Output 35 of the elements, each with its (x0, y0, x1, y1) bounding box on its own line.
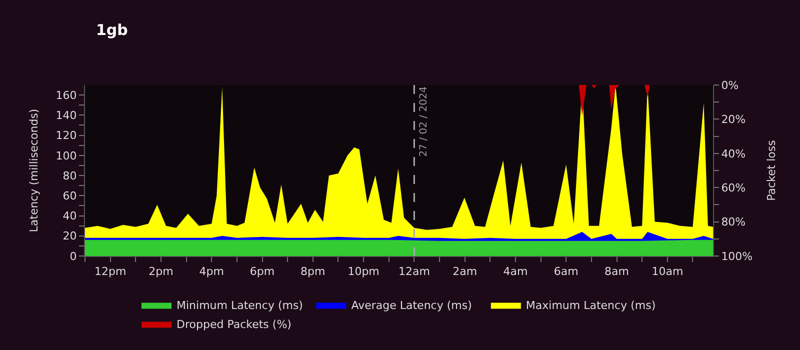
x-tick-label: 8pm (300, 265, 326, 278)
y-axis-title: Latency (milliseconds) (27, 108, 40, 232)
x-tick-label: 10pm (348, 265, 380, 278)
y-tick-label: 100 (56, 149, 77, 162)
y2-tick-label: 80% (721, 216, 746, 229)
y-tick-label: 0 (70, 250, 77, 263)
y-tick-label: 60 (62, 190, 77, 202)
y-tick-label: 120 (56, 129, 77, 142)
y-tick-label: 40 (62, 210, 77, 223)
y2-tick-label: 20% (721, 113, 746, 126)
legend-label: Minimum Latency (ms) (176, 298, 303, 312)
y-tick-label: 140 (56, 109, 77, 122)
y2-tick-label: 0% (721, 78, 739, 92)
legend-label: Maximum Latency (ms) (526, 298, 656, 312)
y-tick-label: 20 (62, 230, 77, 243)
x-tick-label: 4pm (199, 265, 224, 278)
x-tick-label: 10am (652, 265, 684, 278)
x-tick-label: 6am (554, 265, 578, 278)
y2-axis-title: Packet loss (764, 140, 778, 201)
y-tick-label: 80 (62, 169, 77, 182)
x-tick-label: 12am (398, 265, 430, 278)
legend-label: Dropped Packets (%) (176, 318, 292, 331)
x-tick-label: 2pm (148, 265, 174, 278)
y2-tick-label: 60% (721, 181, 746, 194)
x-tick-label: 6pm (250, 265, 275, 278)
y-tick-label: 160 (56, 88, 77, 102)
ref-line-label: 27 / 02 / 2024 (418, 86, 430, 157)
x-tick-label: 12pm (94, 265, 126, 278)
x-tick-label: 2am (452, 265, 478, 278)
y2-tick-label: 40% (721, 147, 746, 160)
chart-title: 1gb (96, 21, 128, 39)
x-tick-label: 8am (604, 265, 630, 278)
x-tick-label: 4am (503, 265, 528, 278)
y2-tick-label: 100% (721, 250, 753, 263)
legend-label: Average Latency (ms) (351, 298, 472, 312)
